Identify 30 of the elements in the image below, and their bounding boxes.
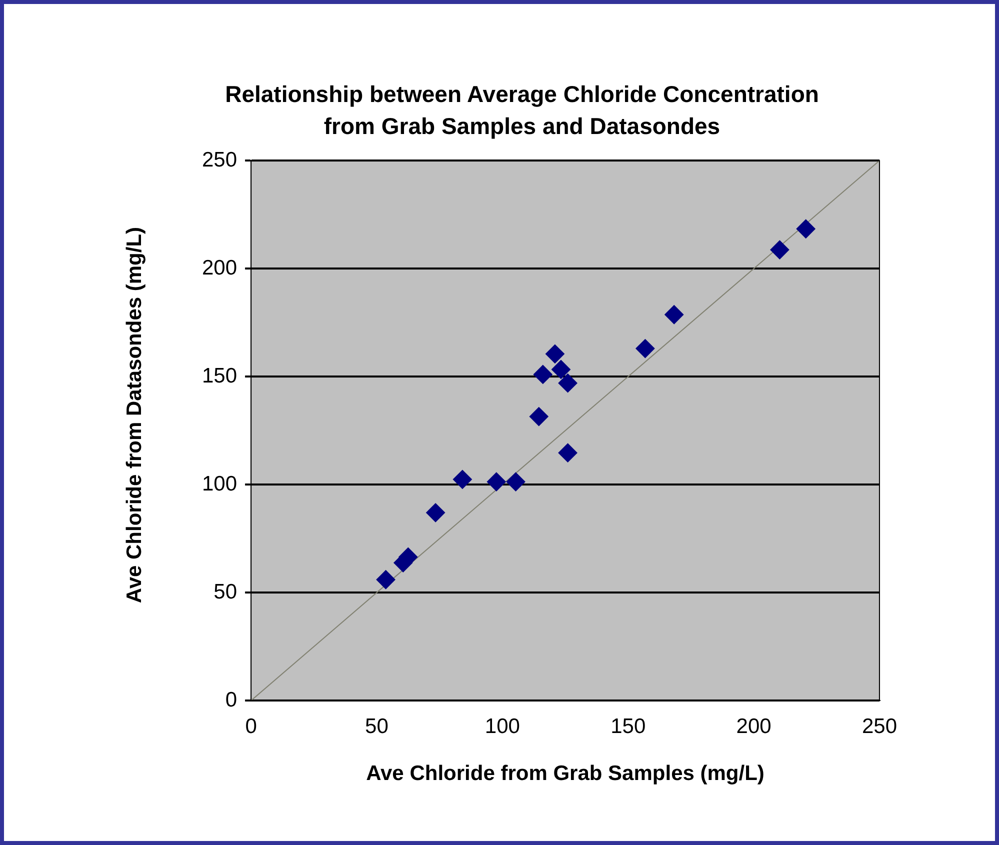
y-tick-label: 250 — [202, 148, 238, 172]
y-axis-title: Ave Chloride from Datasondes (mg/L) — [122, 226, 147, 606]
chart-title: Relationship between Average Chloride Concentration from Grab Samples and Datasondes — [224, 80, 820, 141]
y-tick-label: 50 — [214, 580, 238, 604]
point — [770, 240, 790, 260]
point — [376, 570, 396, 590]
point — [636, 339, 655, 358]
x-tick-label: 150 — [610, 714, 646, 738]
x-axis-title: Ave Chloride from Grab Samples (mg/L) — [366, 762, 764, 786]
point — [452, 470, 472, 489]
y-tick-label: 150 — [202, 364, 238, 388]
x-tick-label: 100 — [484, 714, 520, 738]
point — [796, 219, 816, 238]
point — [486, 472, 506, 492]
x-tick-label: 250 — [862, 714, 898, 738]
point — [506, 472, 526, 492]
x-tick-label: 200 — [736, 714, 772, 738]
x-tick-label: 50 — [365, 714, 388, 738]
x-tick-label: 0 — [245, 714, 257, 738]
point — [558, 374, 578, 393]
point — [529, 407, 548, 426]
point — [551, 360, 570, 379]
point — [545, 344, 564, 364]
y-tick-label: 200 — [202, 256, 238, 280]
point — [533, 364, 552, 384]
y-tick-label: 100 — [202, 472, 238, 496]
point — [426, 503, 446, 522]
point — [664, 305, 684, 324]
y-tick-label: 0 — [225, 688, 238, 712]
point — [558, 443, 578, 462]
